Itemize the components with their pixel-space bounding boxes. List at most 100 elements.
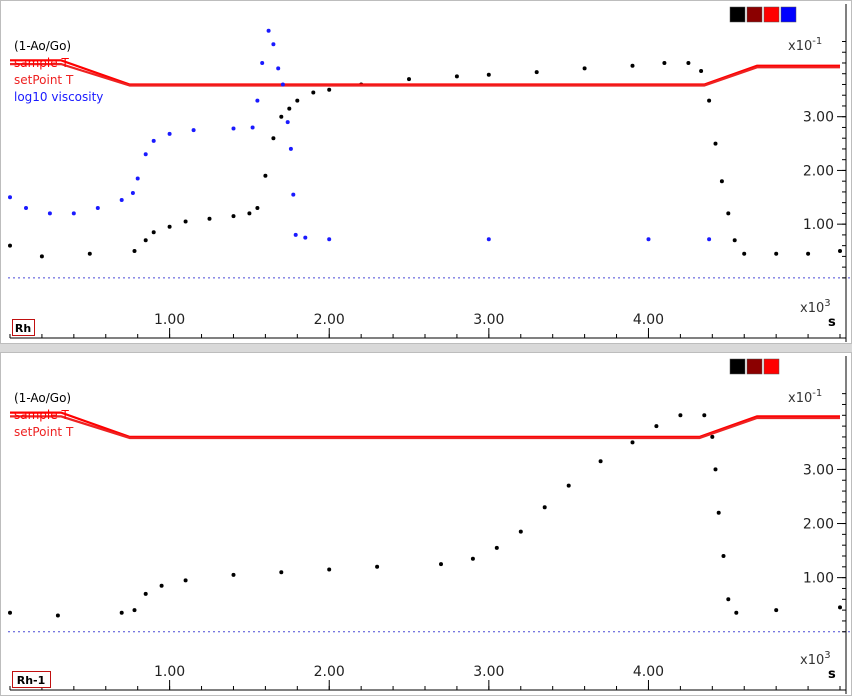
data-point bbox=[207, 216, 212, 221]
data-point bbox=[263, 173, 268, 178]
x-exponent-power: 3 bbox=[824, 298, 830, 309]
legend-label: (1-Ao/Go) bbox=[14, 39, 71, 53]
data-point bbox=[566, 483, 571, 488]
series-line bbox=[10, 62, 840, 87]
data-point bbox=[279, 570, 284, 575]
data-point bbox=[686, 61, 691, 65]
data-point bbox=[542, 505, 547, 510]
data-point bbox=[151, 138, 156, 143]
data-point bbox=[630, 63, 635, 68]
legend-label: sample T bbox=[14, 408, 69, 422]
x-tick-label: 4.00 bbox=[633, 312, 664, 328]
data-point bbox=[494, 545, 499, 550]
data-point bbox=[710, 434, 715, 439]
x-tick-label: 3.00 bbox=[473, 664, 504, 680]
series-2 bbox=[10, 62, 840, 87]
data-point bbox=[716, 510, 721, 515]
data-point bbox=[130, 191, 135, 195]
legend-swatch[interactable] bbox=[746, 6, 763, 23]
y-tick-label: 1.00 bbox=[803, 217, 834, 233]
x-tick-label: 1.00 bbox=[154, 664, 185, 680]
data-point bbox=[247, 211, 252, 216]
data-point bbox=[582, 66, 587, 71]
data-point bbox=[132, 249, 137, 253]
data-point bbox=[231, 126, 236, 131]
data-point bbox=[375, 564, 380, 569]
data-point bbox=[311, 90, 316, 95]
x-exponent-power: 3 bbox=[824, 650, 830, 661]
data-point bbox=[713, 141, 718, 146]
data-point bbox=[439, 562, 443, 567]
data-point bbox=[183, 219, 188, 224]
data-point bbox=[293, 232, 298, 237]
data-point bbox=[119, 610, 124, 615]
y-tick-label: 2.00 bbox=[803, 517, 834, 533]
panel-tag-label[interactable]: Rh bbox=[15, 322, 31, 335]
data-point bbox=[726, 597, 731, 602]
x-tick-label: 2.00 bbox=[314, 664, 345, 680]
data-point bbox=[135, 176, 140, 181]
data-point bbox=[287, 106, 292, 111]
data-point bbox=[678, 413, 683, 418]
data-point bbox=[143, 152, 148, 157]
data-point bbox=[151, 230, 156, 235]
data-point bbox=[132, 608, 137, 613]
data-point bbox=[838, 249, 842, 253]
data-point bbox=[71, 211, 76, 216]
data-point bbox=[288, 146, 293, 151]
x-tick-label: 1.00 bbox=[154, 312, 185, 328]
legend-swatch[interactable] bbox=[763, 6, 780, 23]
data-point bbox=[250, 125, 255, 130]
data-point bbox=[303, 235, 308, 240]
legend-swatch[interactable] bbox=[729, 6, 746, 23]
legend-swatch[interactable] bbox=[780, 6, 797, 23]
legend-label: (1-Ao/Go) bbox=[14, 391, 71, 405]
data-point bbox=[279, 114, 284, 119]
data-point bbox=[143, 238, 148, 243]
data-point bbox=[454, 74, 459, 79]
x-unit-label: s bbox=[828, 667, 836, 682]
data-point bbox=[167, 131, 172, 136]
data-point bbox=[598, 459, 603, 464]
panel-tag-label[interactable]: Rh-1 bbox=[17, 674, 46, 687]
data-point bbox=[518, 529, 523, 534]
panel-frame bbox=[0, 0, 852, 344]
data-point bbox=[231, 214, 236, 219]
legend-swatch[interactable] bbox=[729, 358, 746, 375]
data-point bbox=[87, 251, 92, 256]
data-point bbox=[327, 87, 332, 92]
data-point bbox=[742, 251, 747, 256]
x-tick-label: 3.00 bbox=[473, 312, 504, 328]
panel-tag-box[interactable] bbox=[12, 671, 51, 688]
data-point bbox=[276, 66, 281, 71]
data-point bbox=[838, 605, 842, 610]
y-tick-label: 3.00 bbox=[803, 110, 834, 126]
data-point bbox=[646, 237, 651, 242]
legend-swatch[interactable] bbox=[746, 358, 763, 375]
data-point bbox=[271, 42, 276, 47]
data-point bbox=[630, 440, 635, 445]
data-point bbox=[260, 61, 265, 65]
legend-label: setPoint T bbox=[14, 73, 74, 87]
x-tick-label: 4.00 bbox=[633, 664, 664, 680]
legend-swatch[interactable] bbox=[763, 358, 780, 375]
data-point bbox=[55, 613, 60, 618]
data-point bbox=[699, 69, 704, 73]
legend-label: setPoint T bbox=[14, 425, 74, 439]
data-point bbox=[486, 72, 491, 77]
data-point bbox=[719, 179, 724, 184]
data-point bbox=[470, 556, 475, 561]
x-exponent-label: x103 bbox=[800, 650, 831, 668]
data-point bbox=[774, 251, 779, 256]
data-point bbox=[191, 128, 196, 133]
data-point bbox=[291, 192, 296, 197]
data-point bbox=[486, 237, 491, 242]
data-point bbox=[327, 567, 332, 572]
data-point bbox=[183, 578, 188, 583]
data-point bbox=[39, 254, 44, 259]
data-point bbox=[327, 237, 332, 242]
panel-tag-box[interactable] bbox=[12, 319, 35, 336]
